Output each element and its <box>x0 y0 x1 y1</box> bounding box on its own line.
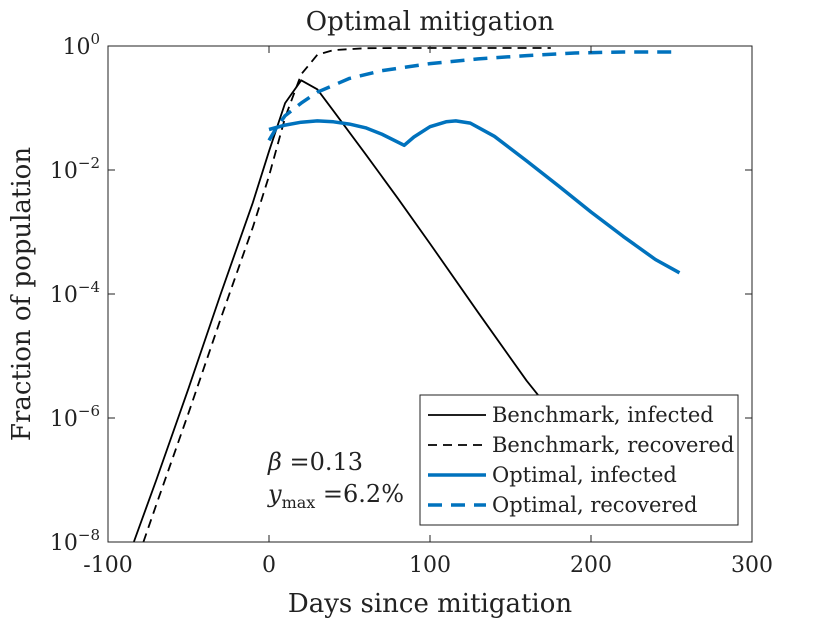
series-line-2 <box>268 119 681 275</box>
y-axis-label: Fraction of population <box>7 147 37 441</box>
x-tick-label-2: 100 <box>409 553 451 578</box>
ticks-layer: -100 0 100 200 300 10−8 10−6 10−4 10−2 100 <box>50 30 773 578</box>
legend-label-2: Optimal, infected <box>492 463 677 487</box>
series-line-0 <box>132 79 552 542</box>
y-tick-label-2: 10−4 <box>50 278 100 308</box>
x-tick-label-4: 300 <box>731 553 773 578</box>
chart-title: Optimal mitigation <box>306 7 555 37</box>
legend: Benchmark, infected Benchmark, recovered O… <box>419 394 739 526</box>
legend-box <box>419 394 739 526</box>
legend-label-3: Optimal, recovered <box>492 493 697 517</box>
series-line-1 <box>142 47 551 542</box>
annotation-ymax: ymax =6.2% <box>267 480 404 512</box>
legend-label-0: Benchmark, infected <box>492 403 714 427</box>
y-tick-label-4: 100 <box>62 30 100 60</box>
annotations: β =0.13 ymax =6.2% <box>267 448 404 512</box>
y-tick-label-1: 10−6 <box>50 402 100 432</box>
x-axis-label: Days since mitigation <box>288 589 573 619</box>
annotation-beta: β =0.13 <box>267 448 363 476</box>
series-layer <box>132 47 681 542</box>
y-tick-label-3: 10−2 <box>50 154 100 184</box>
legend-label-1: Benchmark, recovered <box>492 433 734 457</box>
y-tick-label-0: 10−8 <box>50 526 100 556</box>
x-tick-label-3: 200 <box>570 553 612 578</box>
x-tick-label-0: -100 <box>83 553 132 578</box>
series-line-3 <box>267 50 680 142</box>
x-tick-label-1: 0 <box>262 553 276 578</box>
